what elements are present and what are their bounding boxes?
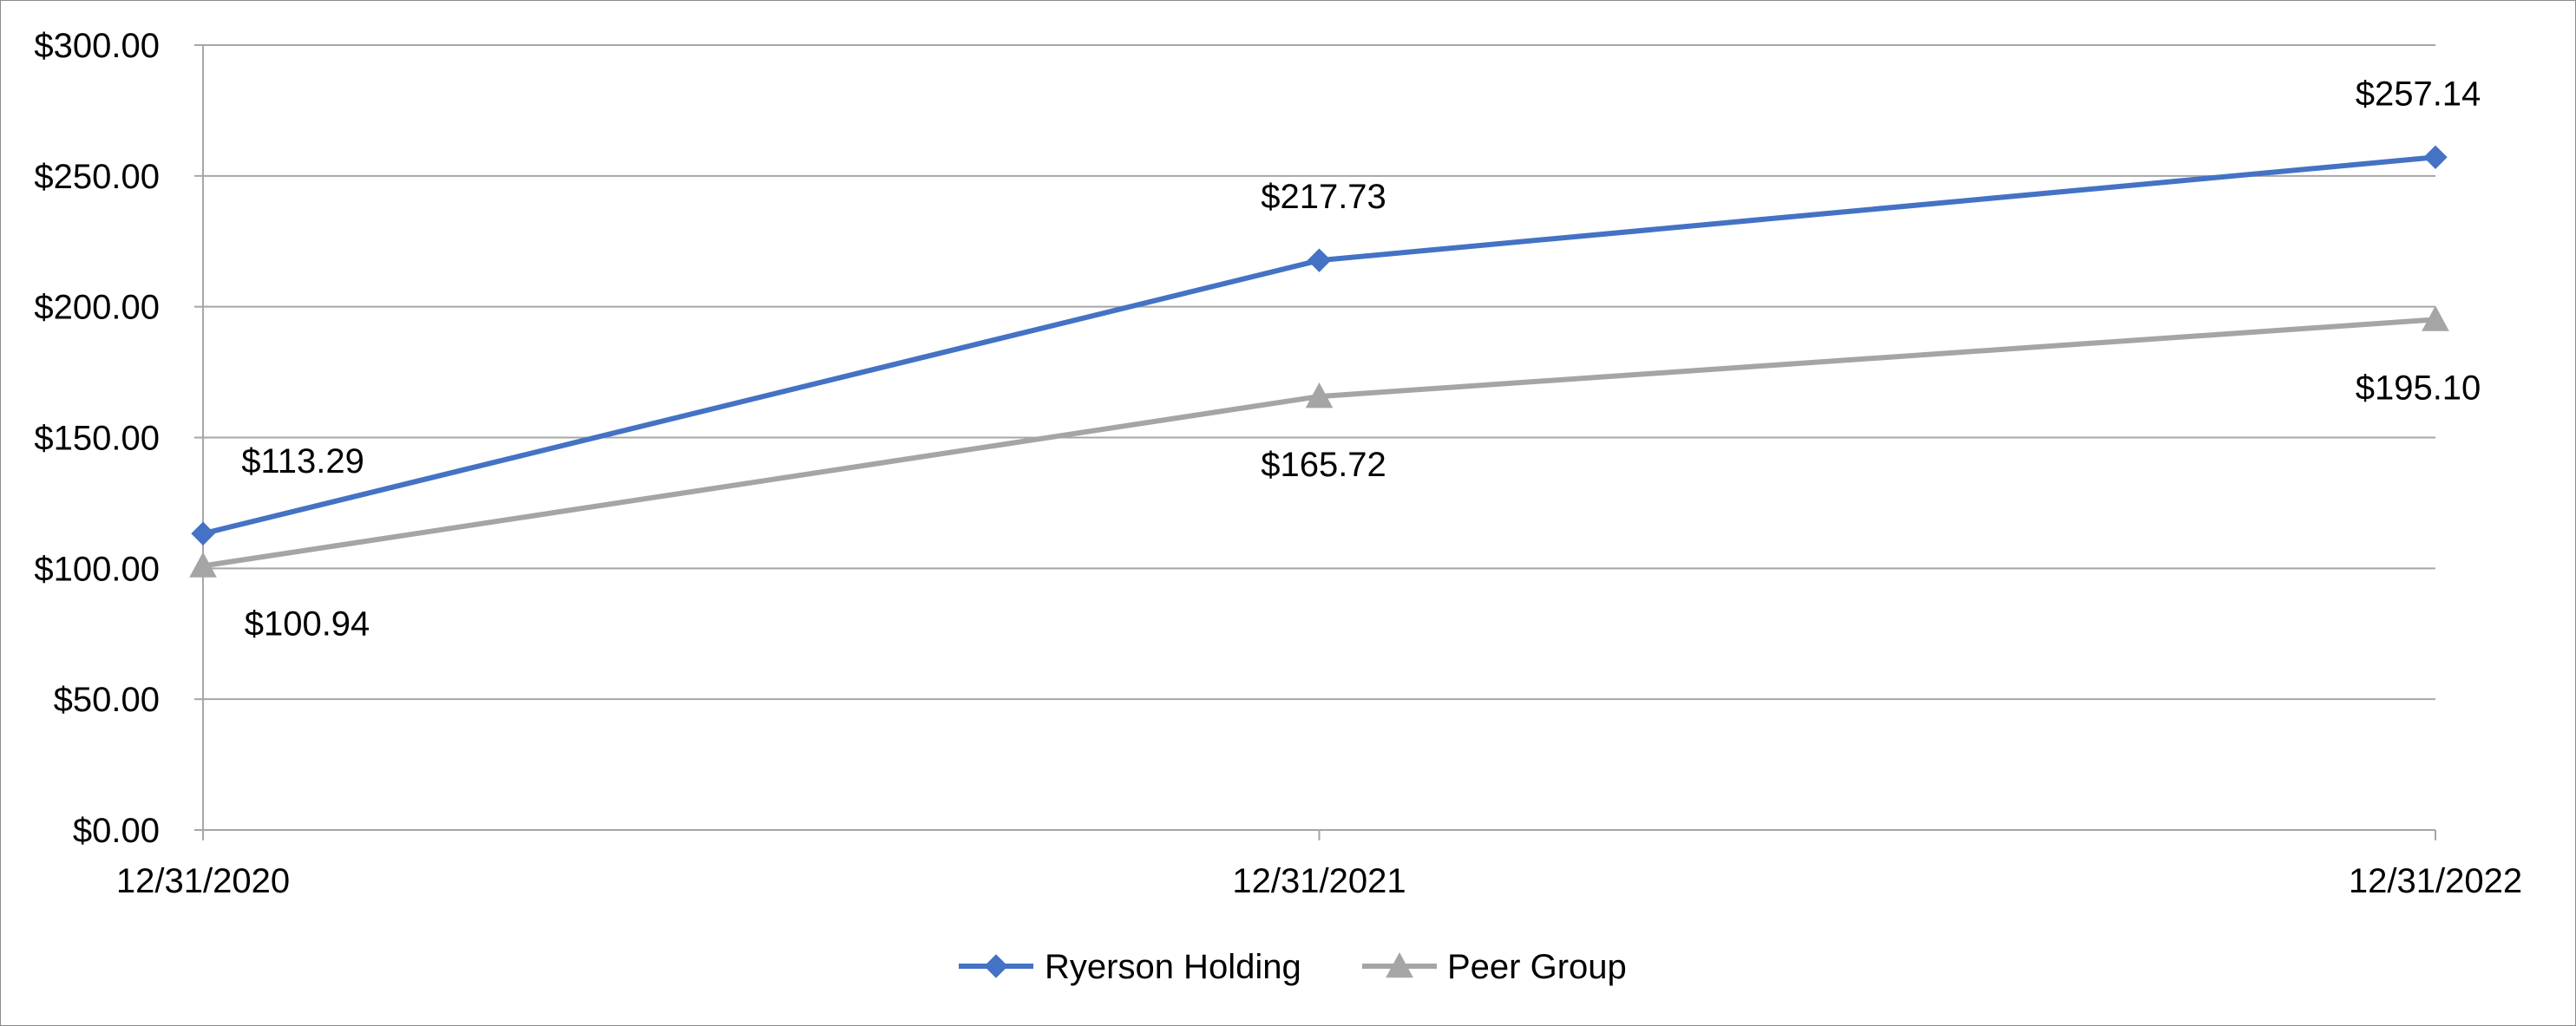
data-label: $100.94 [245, 604, 370, 643]
y-tick-label: $150.00 [34, 420, 160, 458]
diamond-marker [191, 521, 215, 546]
triangle-marker [189, 552, 217, 578]
diamond-marker [984, 954, 1008, 978]
diamond-marker [1307, 248, 1332, 272]
series-lines [200, 154, 2438, 569]
x-tick-label: 12/31/2022 [2349, 862, 2522, 900]
x-tick-label: 12/31/2021 [1232, 862, 1406, 900]
y-tick-label: $200.00 [34, 289, 160, 327]
y-tick-label: $300.00 [34, 27, 160, 65]
series-markers [189, 145, 2449, 578]
data-labels: $113.29 $217.73 $257.14 $100.94 $165.72 $195.… [241, 75, 2481, 643]
series-line-peer-group [200, 317, 2438, 569]
x-tick-label: 12/31/2020 [116, 862, 290, 900]
legend-item: Peer Group [1362, 948, 1627, 986]
y-tick-label: $50.00 [54, 681, 160, 719]
data-label: $113.29 [241, 442, 364, 480]
y-tick-label: $250.00 [34, 158, 160, 196]
triangle-marker [2422, 305, 2449, 331]
data-label: $257.14 [2356, 75, 2481, 113]
axes: $0.00 $50.00 $100.00 $150.00 $200.00 $250.00 $… [34, 27, 2522, 900]
legend-label: Ryerson Holding [1045, 948, 1301, 986]
y-tick-label: $100.00 [34, 550, 160, 588]
legend: Ryerson Holding Peer Group [959, 948, 1627, 986]
y-tick-label: $0.00 [73, 812, 160, 850]
data-label: $217.73 [1261, 178, 1386, 216]
triangle-marker [1386, 951, 1413, 978]
triangle-marker [1305, 382, 1334, 408]
diamond-marker [2423, 145, 2448, 170]
gridlines [203, 44, 2435, 701]
legend-item: Ryerson Holding [959, 948, 1301, 986]
legend-label: Peer Group [1447, 948, 1627, 986]
data-label: $195.10 [2356, 369, 2481, 407]
data-label: $165.72 [1261, 446, 1386, 484]
